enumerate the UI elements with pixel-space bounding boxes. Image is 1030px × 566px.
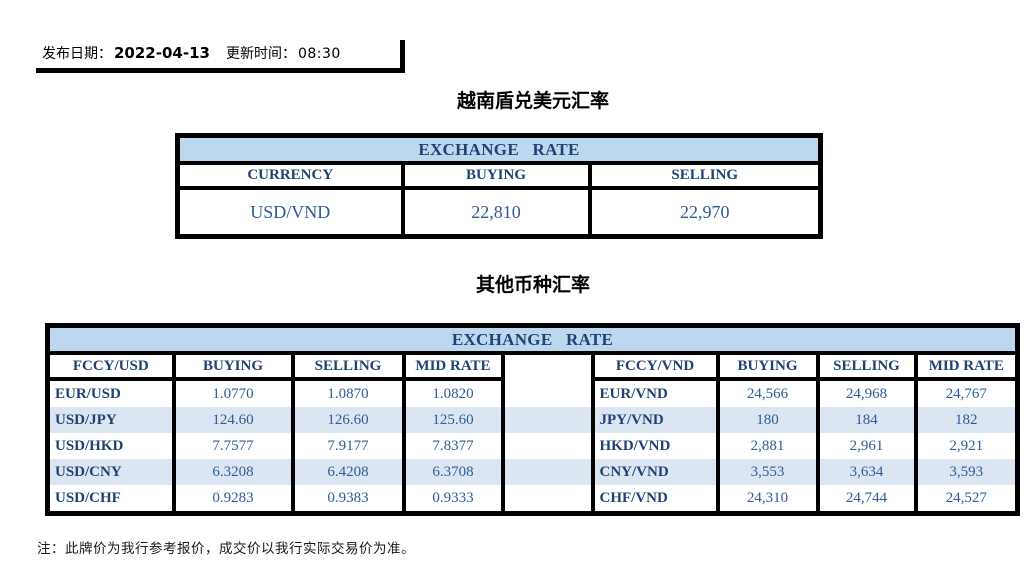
- rate-cell: 3,634: [815, 459, 918, 485]
- pair-cell: EUR/USD: [45, 379, 176, 407]
- rate-cell: 3,553: [715, 459, 820, 485]
- rate-cell: 24,744: [815, 485, 918, 514]
- rate-row: USD/HKD 7.7577 7.9177 7.8377 HKD/VND 2,881 2,9…: [45, 433, 1020, 459]
- rate-cell: 24,527: [913, 485, 1020, 514]
- publish-info-box: 发布日期： 2022-04-13 更新时间： 08:30: [36, 40, 405, 73]
- pair-cell: USD/VND: [175, 186, 405, 239]
- rate-row: USD/JPY 124.60 126.60 125.60 JPY/VND 180 184 18…: [45, 407, 1020, 433]
- rate-cell: 1.0870: [290, 379, 406, 407]
- gap-cell: [500, 433, 595, 459]
- column-header-mid-rate: MID RATE: [913, 351, 1020, 381]
- table1-title: EXCHANGE RATE: [175, 133, 823, 165]
- pair-cell: HKD/VND: [590, 433, 720, 459]
- rate-cell: 0.9333: [401, 485, 505, 514]
- column-header-selling: SELLING: [587, 161, 823, 190]
- rate-cell: 22,810: [400, 186, 592, 239]
- column-header-selling: SELLING: [290, 351, 406, 381]
- gap-cell: [500, 459, 595, 485]
- rate-cell: 180: [715, 407, 820, 433]
- rate-cell: 7.9177: [290, 433, 406, 459]
- column-header-selling: SELLING: [815, 351, 918, 381]
- rate-cell: 2,921: [913, 433, 1020, 459]
- update-time-label: 更新时间：: [225, 46, 296, 62]
- gap-cell: [500, 351, 595, 379]
- other-rates-table: EXCHANGE RATE FCCY/USD BUYING SELLING MI…: [45, 323, 1021, 516]
- pair-cell: USD/HKD: [45, 433, 176, 459]
- table-header-row: FCCY/USD BUYING SELLING MID RATE FCCY/VN…: [45, 351, 1020, 381]
- rate-cell: 6.3208: [171, 459, 295, 485]
- column-header-currency: CURRENCY: [175, 161, 405, 190]
- rate-cell: 184: [815, 407, 918, 433]
- pair-cell: USD/JPY: [45, 407, 176, 433]
- usd-vnd-section-title: 越南盾兑美元汇率: [456, 90, 609, 112]
- table2-title: EXCHANGE RATE: [45, 323, 1020, 355]
- pair-cell: EUR/VND: [590, 379, 720, 407]
- other-currencies-section-title: 其他币种汇率: [475, 274, 590, 296]
- column-header-fccy-usd: FCCY/USD: [45, 351, 176, 381]
- publish-date-label: 发布日期：: [42, 46, 112, 62]
- rate-cell: 0.9283: [171, 485, 295, 514]
- pair-cell: USD/CNY: [45, 459, 176, 485]
- rate-cell: 126.60: [290, 407, 406, 433]
- rate-cell: 24,310: [715, 485, 820, 514]
- rate-cell: 2,881: [715, 433, 820, 459]
- pair-cell: USD/CHF: [45, 485, 176, 514]
- column-header-buying: BUYING: [715, 351, 820, 381]
- usd-vnd-rate-table: EXCHANGE RATE CURRENCY BUYING SELLING US…: [175, 133, 824, 239]
- pair-cell: CNY/VND: [590, 459, 720, 485]
- column-header-fccy-vnd: FCCY/VND: [590, 351, 720, 381]
- rate-cell: 24,968: [815, 379, 918, 407]
- column-header-mid-rate: MID RATE: [401, 351, 505, 381]
- publish-date-value: 2022-04-13: [114, 44, 210, 62]
- table-header-row: CURRENCY BUYING SELLING: [175, 161, 823, 190]
- rate-cell: 7.8377: [401, 433, 505, 459]
- rate-cell: 24,767: [913, 379, 1020, 407]
- rate-cell: 22,970: [587, 186, 823, 239]
- table-title-row: EXCHANGE RATE: [45, 323, 1020, 355]
- pair-cell: CHF/VND: [590, 485, 720, 514]
- update-time-value: 08:30: [297, 46, 341, 62]
- disclaimer-note: 注：此牌价为我行参考报价，成交价以我行实际交易价为准。: [37, 541, 415, 557]
- rate-cell: 2,961: [815, 433, 918, 459]
- rate-cell: 6.4208: [290, 459, 406, 485]
- rate-cell: 24,566: [715, 379, 820, 407]
- rate-cell: 182: [913, 407, 1020, 433]
- rate-row: EUR/USD 1.0770 1.0870 1.0820 EUR/VND 24,566 24…: [45, 379, 1020, 407]
- rate-row: USD/VND 22,810 22,970: [175, 186, 823, 239]
- gap-cell: [500, 407, 595, 433]
- gap-cell: [500, 379, 595, 407]
- rate-row: USD/CNY 6.3208 6.4208 6.3708 CNY/VND 3,553 3,6…: [45, 459, 1020, 485]
- rate-cell: 124.60: [171, 407, 295, 433]
- rate-cell: 6.3708: [401, 459, 505, 485]
- column-header-buying: BUYING: [400, 161, 592, 190]
- rate-cell: 7.7577: [171, 433, 295, 459]
- rate-row: USD/CHF 0.9283 0.9383 0.9333 CHF/VND 24,310 24…: [45, 485, 1020, 514]
- pair-cell: JPY/VND: [590, 407, 720, 433]
- rate-cell: 3,593: [913, 459, 1020, 485]
- rate-cell: 125.60: [401, 407, 505, 433]
- rate-cell: 1.0820: [401, 379, 505, 407]
- rate-cell: 0.9383: [290, 485, 406, 514]
- column-header-buying: BUYING: [171, 351, 295, 381]
- rate-cell: 1.0770: [171, 379, 295, 407]
- gap-cell: [500, 485, 595, 514]
- table-title-row: EXCHANGE RATE: [175, 133, 823, 165]
